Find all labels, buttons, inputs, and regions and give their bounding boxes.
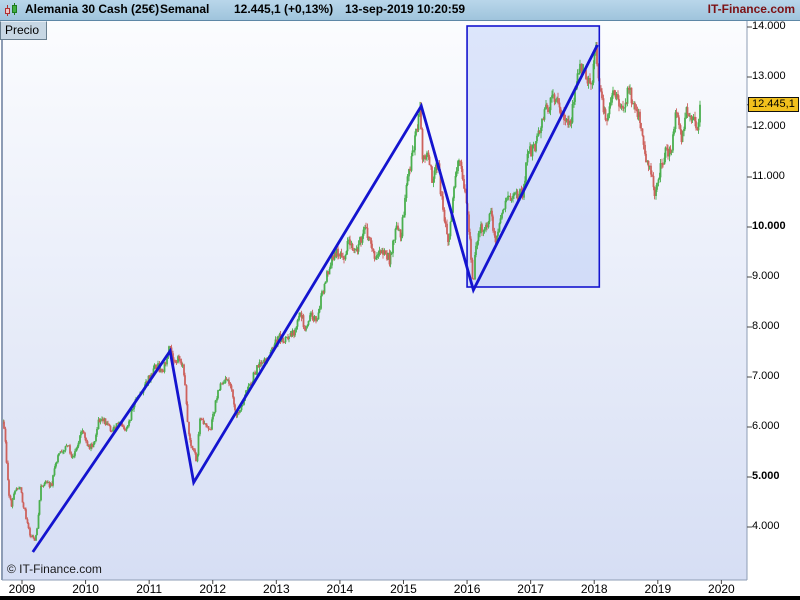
x-axis-tick-label: 2013 bbox=[262, 582, 290, 596]
x-axis-tick-label: 2010 bbox=[72, 582, 99, 596]
x-axis-tick-label: 2014 bbox=[326, 582, 354, 596]
y-axis-tick-label: 5.000 bbox=[752, 470, 780, 482]
last-price-tag: 12.445,1 bbox=[748, 96, 799, 112]
price-pane-tab[interactable]: Precio bbox=[0, 21, 48, 40]
x-axis-tick-label: 2015 bbox=[390, 582, 417, 596]
instrument-name: Alemania 30 Cash (25€) bbox=[25, 2, 160, 16]
y-axis-tick-label: 4.000 bbox=[752, 520, 780, 532]
y-axis-tick-label: 11.000 bbox=[752, 170, 785, 182]
y-axis-tick-label: 6.000 bbox=[752, 420, 780, 432]
highlight-box-border bbox=[466, 25, 601, 288]
candlestick-icon bbox=[4, 2, 20, 18]
quote-timestamp: 13-sep-2019 10:20:59 bbox=[345, 2, 466, 16]
y-axis-tick-label: 9.000 bbox=[752, 270, 780, 282]
trend-zigzag-line bbox=[31, 44, 599, 553]
x-axis-tick-label: 2018 bbox=[580, 582, 608, 596]
y-axis-tick-label: 12.000 bbox=[752, 120, 786, 132]
last-price-and-change: 12.445,1 (+0,13%) bbox=[234, 2, 334, 16]
bottom-bar bbox=[0, 596, 800, 600]
x-axis-tick-label: 2019 bbox=[644, 582, 672, 596]
x-axis-tick-label: 2012 bbox=[199, 582, 227, 596]
x-axis-tick-label: 2016 bbox=[453, 582, 481, 596]
x-axis-tick-label: 2011 bbox=[136, 582, 163, 596]
y-axis-tick-label: 10.000 bbox=[752, 220, 786, 232]
x-axis-tick-label: 2017 bbox=[517, 582, 544, 596]
brand-link[interactable]: IT-Finance.com bbox=[707, 2, 795, 16]
y-axis-tick-label: 7.000 bbox=[752, 370, 780, 382]
y-axis-tick-label: 13.000 bbox=[752, 70, 786, 82]
copyright-watermark: © IT-Finance.com bbox=[7, 562, 102, 576]
y-axis-tick-label: 14.000 bbox=[752, 20, 786, 32]
title-bar: Alemania 30 Cash (25€) Semanal 12.445,1 … bbox=[0, 0, 800, 21]
down-candle-bodies bbox=[3, 45, 699, 541]
timeframe-label: Semanal bbox=[160, 2, 210, 16]
x-axis-tick-label: 2020 bbox=[708, 582, 735, 596]
x-axis-tick-label: 2009 bbox=[8, 582, 36, 596]
y-axis-tick-label: 8.000 bbox=[752, 320, 780, 332]
